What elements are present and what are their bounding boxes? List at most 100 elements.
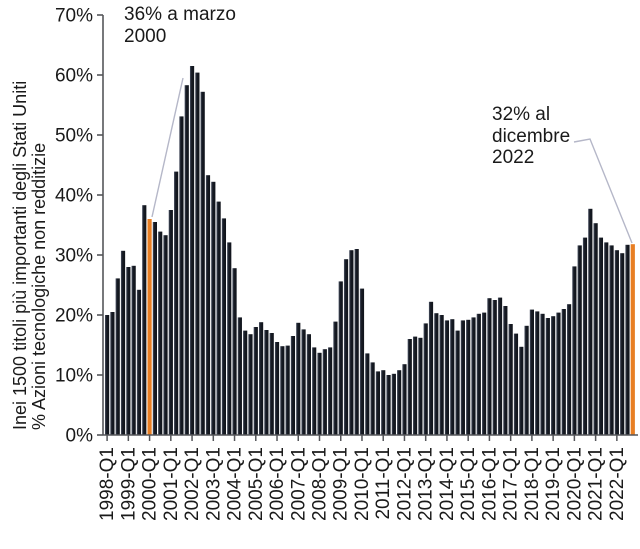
x-tick-label: 2019-Q1 [543,447,564,521]
bar [561,309,566,435]
bar [497,297,503,435]
y-tick-label: 50% [55,126,93,147]
bar [381,370,386,435]
bar [248,334,253,435]
bar [439,315,444,435]
x-tick-label: 2007-Q1 [288,447,309,521]
bar [232,268,237,435]
bar [168,210,173,435]
bar [126,267,131,435]
bar [184,85,189,435]
bar [269,333,274,435]
bar [614,250,619,435]
bar [460,320,465,435]
bar [444,320,450,435]
bar [503,306,508,435]
x-tick-label: 2021-Q1 [586,447,607,521]
bar [328,347,333,435]
bar [508,324,513,435]
bar [471,317,476,435]
y-axis-title: % Azioni tecnologiche non redditizieInei… [10,81,49,430]
bar [582,237,588,435]
bar [158,231,163,435]
bar [174,171,179,435]
bar [200,91,205,436]
bars-group [105,66,635,436]
bar [142,205,147,435]
bar [237,317,242,435]
bar [221,218,227,435]
bar [354,249,359,435]
bar [105,315,110,435]
y-tick-label: 70% [55,6,93,27]
bar [423,323,428,435]
x-tick-label: 2004-Q1 [225,447,246,521]
bar [258,322,264,435]
x-tick-label: 2001-Q1 [161,447,182,521]
y-tick-label: 0% [66,426,94,447]
y-tick-label: 10% [55,366,93,387]
bar [290,336,296,435]
bar [412,336,418,435]
annotation-36pct-march-2000: 36% a marzo 2000 [124,4,236,47]
bar [455,330,460,435]
x-tick-label: 2005-Q1 [246,447,267,521]
bar [529,309,534,435]
bar [402,364,407,435]
leader-line-2000 [151,77,184,218]
bar [513,333,519,435]
annotation-leader-lines [151,77,633,244]
bar [227,242,232,435]
bar [386,375,391,435]
bar [264,330,269,435]
x-tick-label: 2006-Q1 [267,447,288,521]
bar [407,339,412,435]
x-tick-label: 2003-Q1 [203,447,224,521]
y-axis-ticks: 0% 10% 20% 30% 40% 50% 60% 70% [55,6,103,447]
bar [572,266,577,435]
x-tick-label: 2011-Q1 [373,447,394,520]
bar [418,337,423,435]
bar [152,222,157,435]
x-tick-label: 1998-Q1 [97,447,118,521]
bar [609,245,614,435]
bar [359,288,365,435]
x-tick-label: 2017-Q1 [501,447,522,521]
bar [120,250,126,435]
bar [349,250,354,435]
annotation-32pct-december-2022: 32% al dicembre 2022 [492,104,571,168]
bar [545,318,550,435]
x-tick-label: 2016-Q1 [479,447,500,521]
bar [375,371,381,435]
bar [397,370,402,435]
bar [296,322,301,435]
y-tick-label: 60% [55,66,93,87]
x-tick-label: 2009-Q1 [331,447,352,521]
bar [598,237,604,435]
bar [110,312,115,435]
bar [492,300,497,435]
svg-text:% Azioni tecnologiche non redd: % Azioni tecnologiche non redditizie [29,143,49,430]
x-tick-label: 1999-Q1 [118,447,139,521]
x-tick-label: 2015-Q1 [458,447,479,521]
bar [519,346,524,435]
x-tick-label: 2010-Q1 [352,447,373,521]
bar [211,181,216,435]
bar [216,201,221,435]
bar [280,346,285,435]
bar [253,327,258,435]
bar [163,235,168,435]
bar [365,353,370,435]
highlighted-bar [147,219,152,435]
bar [566,304,572,435]
bar [115,278,120,435]
svg-text:Inei 1500 titoli più important: Inei 1500 titoli più importanti degli St… [10,81,30,430]
bar [482,312,487,435]
bar [577,245,582,435]
x-tick-label: 2012-Q1 [394,447,415,521]
bar [370,362,375,435]
bar [301,329,306,435]
x-tick-label: 2000-Q1 [140,447,161,521]
